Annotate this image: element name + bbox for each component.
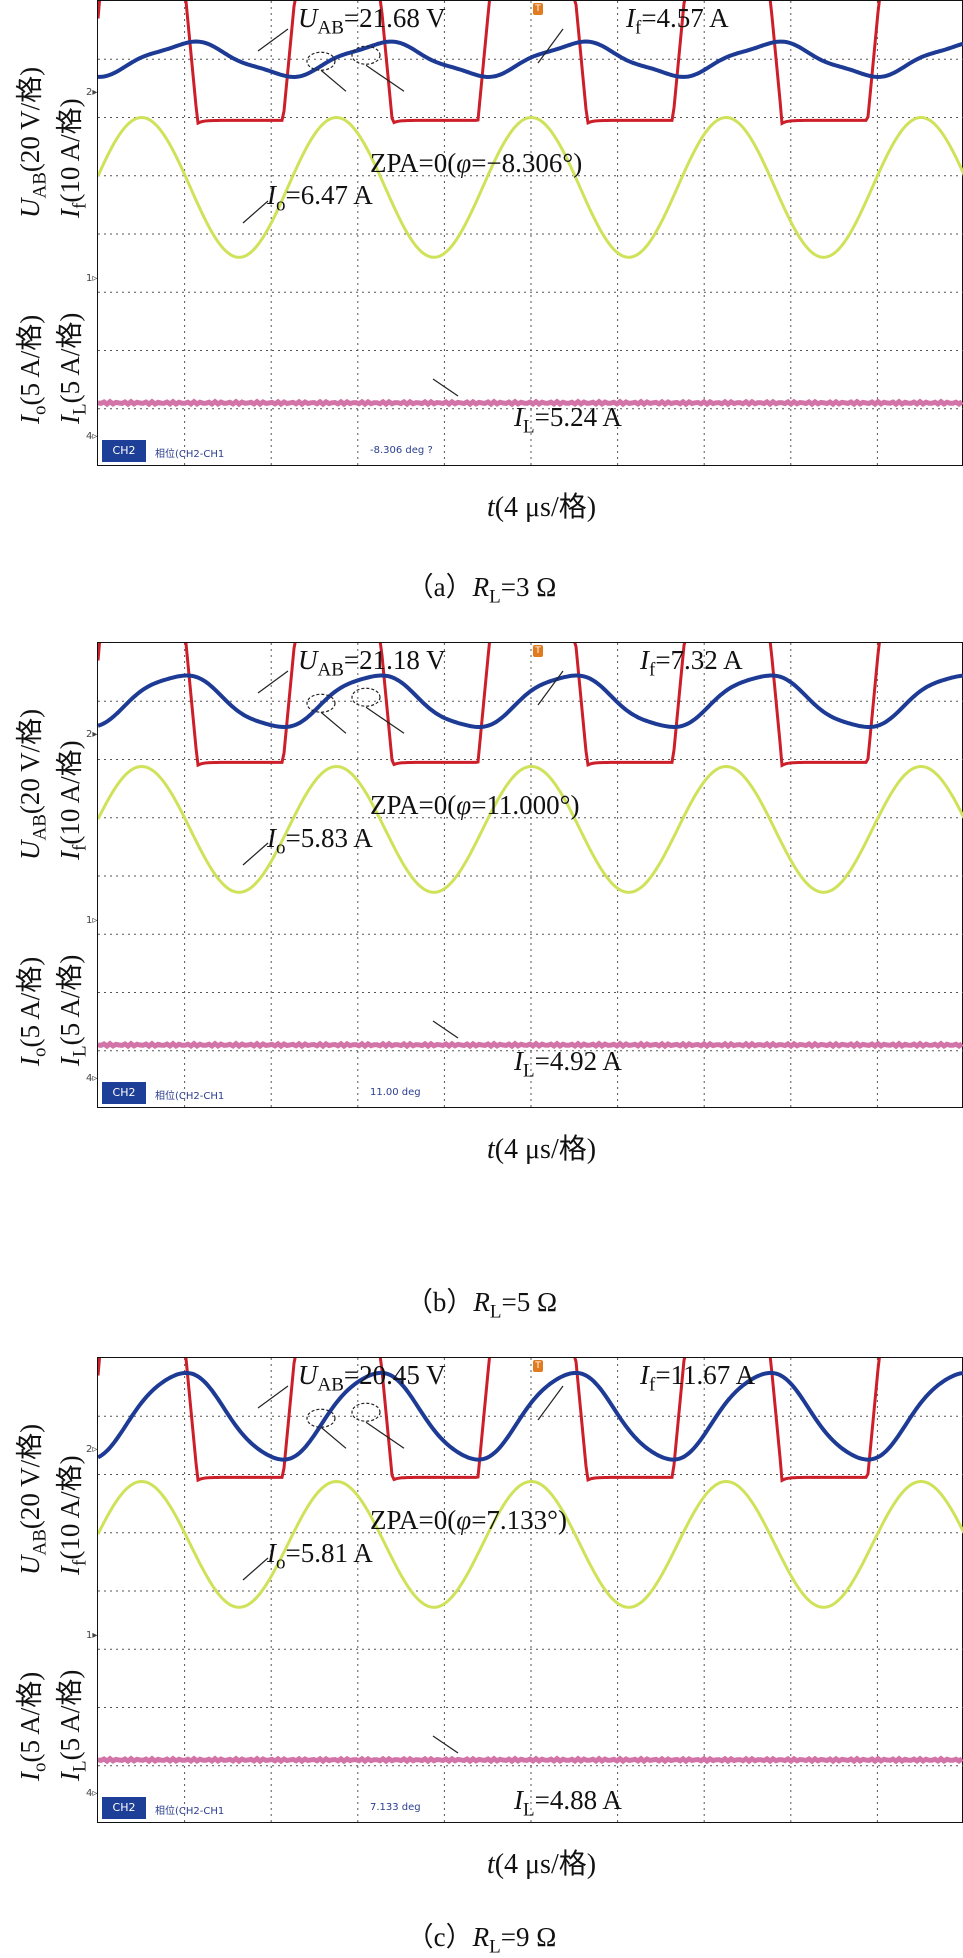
upper-axis-label: UAB(20 V/格) [15,1423,51,1575]
il-annotation: IL=4.88 A [514,1785,622,1821]
zpa-leader [365,706,405,734]
lower-axis-label-il: IL(5 A/格) [55,954,91,1066]
if-annotation: If=7.32 A [640,645,743,681]
channel-box: CH2 [102,1797,146,1819]
il-trace [98,1755,963,1765]
io-trace [98,764,963,894]
io-trace [98,115,963,259]
phase-label: 相位(CH2-CH1 [155,449,225,460]
ch2-marker: 2▹ [86,1444,98,1455]
ch1-marker: 1▸ [86,1630,98,1641]
oscilloscope-screen: T 2▸ 1▹ 4▹ CH2 相位(CH2-CH1 -8.306 deg ? [86,0,963,467]
lower-axis-label-il: IL(5 A/格) [55,1669,91,1781]
phase-readout: -8.306 deg ? [370,445,433,456]
uab-annotation: UAB=21.68 V [298,3,446,39]
io-leader [242,842,269,866]
ch4-marker: 4▹ [86,1788,98,1799]
il-trace [98,398,963,408]
zpa-leader [365,64,405,92]
ch1-marker: 1▹ [86,273,98,284]
if-annotation: If=11.67 A [640,1360,756,1396]
uab-leader [257,28,289,52]
phase-label: 相位(CH2-CH1 [155,1806,225,1817]
upper-axis-label-if: If(10 A/格) [55,1455,91,1575]
if-trace [98,673,963,730]
upper-axis-label-if: If(10 A/格) [55,98,91,218]
panel-caption: （a）RL=3 Ω [406,572,557,608]
zpa-leader [365,1421,405,1449]
panel-caption: （c）RL=9 Ω [406,1922,557,1958]
ch4-marker: 4▹ [86,431,98,442]
ch2-marker: 2▸ [86,729,98,740]
trigger-marker: T [533,1360,543,1372]
time-axis-label: t(4 μs/格) [486,1134,597,1165]
lower-axis-label-io: Io(5 A/格) [15,314,51,424]
if-trace [98,39,963,80]
ch4-marker: 4▹ [86,1073,98,1084]
lower-axis-label-io: Io(5 A/格) [15,1671,51,1781]
il-annotation: IL=5.24 A [514,402,622,438]
il-leader [432,1735,459,1754]
io-leader [242,1557,269,1581]
oscilloscope-screen: T 2▸ 1▹ 4▹ CH2 相位(CH2-CH1 11.00 deg [86,642,963,1109]
il-leader [432,378,459,397]
zpa-ellipse [306,51,336,71]
phase-label: 相位(CH2-CH1 [155,1091,225,1102]
uab-annotation: UAB=21.18 V [298,645,446,681]
io-trace [98,1479,963,1609]
zpa-annotation: ZPA=0(φ=11.000°) [370,790,580,820]
zpa-ellipse [351,1402,381,1422]
if-leader [537,670,564,706]
oscilloscope-screen: T 2▹ 1▸ 4▹ CH2 相位(CH2-CH1 7.133 deg [86,1357,963,1824]
time-axis-label: t(4 μs/格) [486,1849,597,1880]
if-annotation: If=4.57 A [626,3,729,39]
il-annotation: IL=4.92 A [514,1046,622,1082]
time-axis-label: t(4 μs/格) [486,492,597,523]
if-leader [537,28,564,64]
trigger-marker: T [533,3,543,15]
scope-traces [98,1,963,467]
upper-axis-label: UAB(20 V/格) [15,708,51,860]
zpa-ellipse [351,687,381,707]
zpa-leader [320,711,347,734]
uab-leader [257,1385,289,1409]
scope-traces [98,1358,963,1824]
uab-trace [98,643,881,768]
uab-trace [98,1,881,126]
il-leader [432,1020,459,1039]
il-trace [98,1040,963,1050]
zpa-ellipse [306,1408,336,1428]
uab-annotation: UAB=20.45 V [298,1360,446,1396]
scope-traces [98,643,963,1109]
zpa-leader [320,69,347,92]
uab-trace [98,1358,881,1483]
io-leader [242,200,269,224]
io-annotation: Io=6.47 A [267,180,373,216]
phase-readout: 7.133 deg [370,1802,421,1813]
zpa-annotation: ZPA=0(φ=−8.306°) [370,148,583,178]
upper-axis-label-if: If(10 A/格) [55,740,91,860]
upper-axis-label: UAB(20 V/格) [15,66,51,218]
ch1-marker: 1▹ [86,915,98,926]
io-annotation: Io=5.83 A [267,823,373,859]
if-trace [98,1370,963,1462]
uab-leader [257,670,289,694]
trigger-marker: T [533,645,543,657]
zpa-ellipse [306,693,336,713]
zpa-leader [320,1426,347,1449]
lower-axis-label-io: Io(5 A/格) [15,956,51,1066]
phase-readout: 11.00 deg [370,1087,421,1098]
channel-box: CH2 [102,1082,146,1104]
io-annotation: Io=5.81 A [267,1538,373,1574]
panel-caption: （b）RL=5 Ω [405,1287,558,1323]
lower-axis-label-il: IL(5 A/格) [55,312,91,424]
ch2-marker: 2▸ [86,87,98,98]
channel-box: CH2 [102,440,146,462]
if-leader [537,1385,564,1421]
zpa-ellipse [351,45,381,65]
zpa-annotation: ZPA=0(φ=7.133°) [370,1505,567,1535]
